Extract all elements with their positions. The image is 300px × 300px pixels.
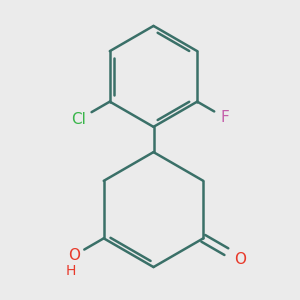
Text: H: H bbox=[66, 264, 76, 278]
Text: O: O bbox=[68, 248, 80, 263]
Text: O: O bbox=[234, 252, 246, 267]
Text: F: F bbox=[221, 110, 230, 125]
Text: Cl: Cl bbox=[71, 112, 86, 128]
